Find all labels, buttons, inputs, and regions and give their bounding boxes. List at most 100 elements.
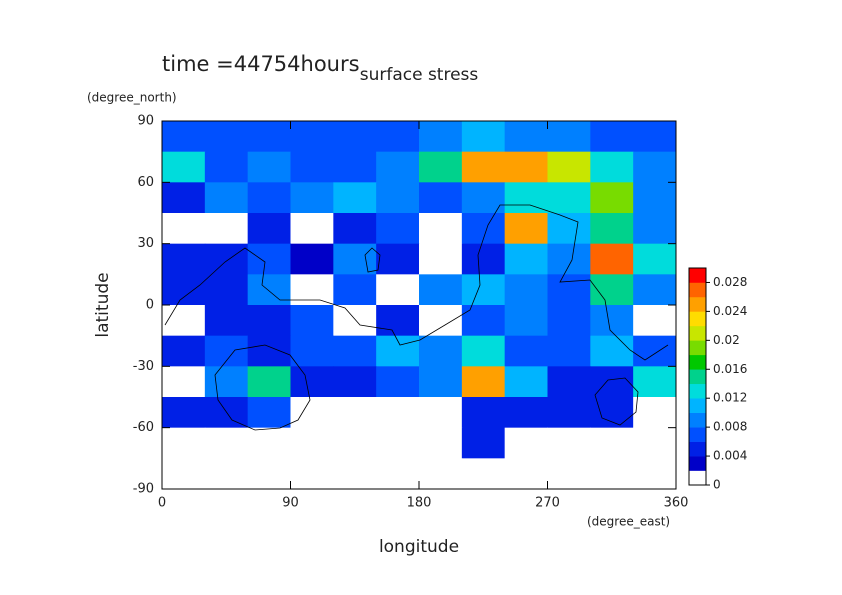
cell	[461, 274, 506, 306]
cell	[290, 427, 334, 459]
cell	[290, 243, 334, 275]
cell	[247, 458, 291, 490]
cell	[547, 427, 591, 459]
colorbar-frame	[688, 267, 707, 486]
cell	[633, 182, 677, 214]
cell	[376, 397, 420, 429]
cell	[376, 274, 420, 306]
plot-frame	[161, 120, 677, 490]
cell	[590, 151, 634, 183]
cell	[204, 427, 249, 459]
cell	[333, 151, 377, 183]
cell	[633, 366, 677, 398]
cell	[333, 397, 377, 429]
cell	[547, 274, 591, 306]
cell	[633, 458, 677, 490]
cell	[204, 243, 249, 275]
colorbar-swatch	[689, 470, 706, 486]
x-tick-label: 0	[158, 496, 166, 511]
cell	[247, 243, 291, 275]
coastline	[214, 344, 311, 431]
cell	[504, 427, 548, 459]
cell	[633, 397, 677, 429]
x-tick-label: 270	[535, 496, 560, 511]
cell	[162, 121, 206, 153]
colorbar-swatch	[689, 427, 706, 442]
cell	[633, 121, 677, 153]
cell	[333, 366, 377, 398]
colorbar-swatch	[689, 311, 706, 327]
cell	[333, 121, 377, 153]
colorbar-tick-label: 0.028	[713, 275, 747, 289]
cell	[162, 305, 206, 337]
cell	[204, 182, 249, 214]
cell	[419, 458, 463, 490]
x-tick-label: 90	[282, 496, 299, 511]
cell	[547, 182, 591, 214]
cell	[419, 213, 463, 245]
cell	[333, 305, 377, 337]
colorbar-tick-label: 0.024	[713, 304, 747, 318]
cell	[504, 305, 548, 337]
cell	[461, 427, 506, 459]
cell	[204, 335, 249, 367]
colorbar-swatch	[689, 325, 706, 341]
cell	[376, 213, 420, 245]
cell	[204, 274, 249, 306]
cell	[247, 397, 291, 429]
cell	[376, 305, 420, 337]
cell	[504, 397, 548, 429]
cell	[162, 366, 206, 398]
cell	[461, 243, 506, 275]
cell	[419, 243, 463, 275]
y-tick-label: -60	[133, 420, 154, 435]
cell	[461, 397, 506, 429]
coastline	[364, 247, 381, 273]
colorbar-swatch	[689, 369, 706, 385]
cell	[504, 274, 548, 306]
colorbar-tick-label: 0.02	[713, 333, 740, 347]
cell	[461, 366, 506, 398]
cell	[419, 305, 463, 337]
cell	[504, 121, 548, 153]
cell	[290, 121, 334, 153]
cell	[247, 151, 291, 183]
cell	[162, 243, 206, 275]
cell	[419, 366, 463, 398]
cell	[504, 366, 548, 398]
cell	[547, 366, 591, 398]
cell	[333, 427, 377, 459]
cell	[590, 427, 634, 459]
cell	[504, 243, 548, 275]
y-unit: (degree_north)	[87, 91, 177, 105]
cell	[547, 243, 591, 275]
cell	[247, 121, 291, 153]
cell	[504, 213, 548, 245]
cell	[204, 305, 249, 337]
cell	[419, 427, 463, 459]
cell	[333, 213, 377, 245]
y-tick-label: 90	[137, 114, 154, 129]
x-tick-label: 180	[407, 496, 432, 511]
colorbar-swatch	[689, 412, 706, 428]
cell	[162, 458, 206, 490]
cell	[504, 458, 548, 490]
chart-subtitle: time =44754hours	[162, 52, 360, 76]
colorbar-tick-label: 0.012	[713, 391, 747, 405]
cell	[633, 427, 677, 459]
cell	[290, 151, 334, 183]
cell	[247, 213, 291, 245]
cell	[547, 335, 591, 367]
chart-title: surface stress	[360, 65, 479, 85]
cell	[162, 427, 206, 459]
cell	[547, 213, 591, 245]
cell	[333, 274, 377, 306]
cell	[376, 121, 420, 153]
cell	[290, 335, 334, 367]
cell	[419, 182, 463, 214]
cell	[204, 121, 249, 153]
cell	[419, 335, 463, 367]
cell	[247, 182, 291, 214]
cell	[590, 305, 634, 337]
cell	[333, 243, 377, 275]
